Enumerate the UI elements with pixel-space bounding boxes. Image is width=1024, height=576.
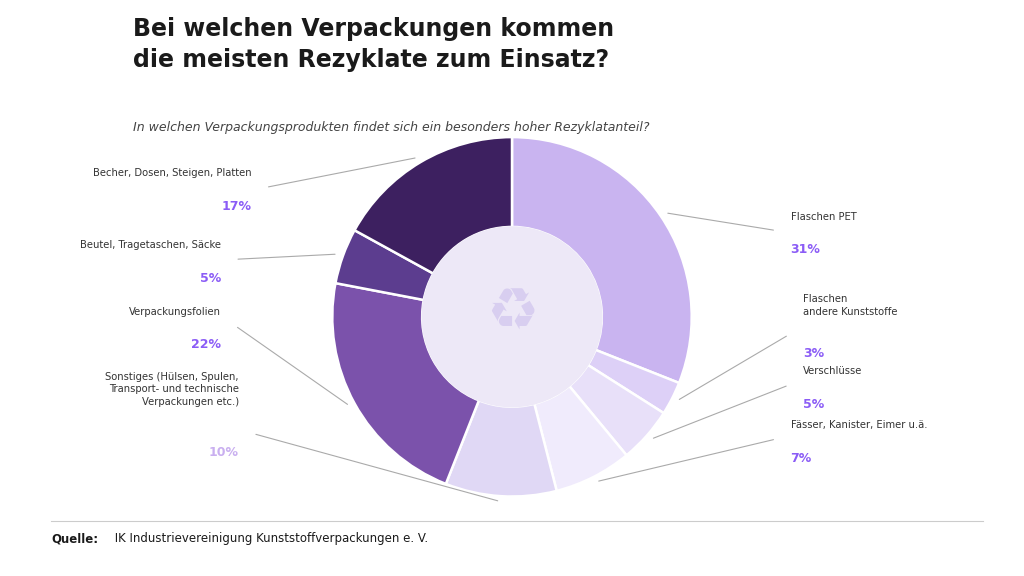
Wedge shape [333, 283, 479, 484]
Text: ♻: ♻ [485, 285, 539, 342]
Text: 5%: 5% [803, 397, 824, 411]
Text: Bei welchen Verpackungen kommen
die meisten Rezyklate zum Einsatz?: Bei welchen Verpackungen kommen die meis… [133, 17, 614, 72]
Text: 3%: 3% [803, 347, 824, 361]
Wedge shape [569, 365, 664, 455]
Wedge shape [535, 386, 627, 491]
Text: Sonstiges (Hülsen, Spulen,
Transport- und technische
Verpackungen etc.): Sonstiges (Hülsen, Spulen, Transport- un… [105, 372, 239, 407]
Text: Flaschen PET: Flaschen PET [791, 211, 856, 222]
Text: 10%: 10% [209, 446, 239, 459]
Text: Fässer, Kanister, Eimer u.ä.: Fässer, Kanister, Eimer u.ä. [791, 420, 927, 430]
Wedge shape [588, 350, 679, 413]
Text: Quelle:: Quelle: [51, 532, 98, 545]
Circle shape [422, 227, 602, 407]
Text: 17%: 17% [221, 200, 252, 213]
Text: IK Industrievereinigung Kunststoffverpackungen e. V.: IK Industrievereinigung Kunststoffverpac… [111, 532, 428, 545]
Text: Becher, Dosen, Steigen, Platten: Becher, Dosen, Steigen, Platten [93, 168, 252, 179]
Wedge shape [512, 137, 691, 383]
Text: In welchen Verpackungsprodukten findet sich ein besonders hoher Rezyklatanteil?: In welchen Verpackungsprodukten findet s… [133, 121, 649, 134]
Text: 5%: 5% [200, 272, 221, 285]
Text: Beutel, Tragetaschen, Säcke: Beutel, Tragetaschen, Säcke [80, 240, 221, 251]
Text: Flaschen
andere Kunststoffe: Flaschen andere Kunststoffe [803, 294, 898, 317]
Text: Verschlüsse: Verschlüsse [803, 366, 862, 376]
Text: 31%: 31% [791, 243, 820, 256]
Text: palamo: palamo [799, 66, 886, 86]
Text: Verpackungsfolien: Verpackungsfolien [129, 307, 221, 317]
Wedge shape [336, 230, 433, 300]
Text: 7%: 7% [791, 452, 812, 465]
Wedge shape [354, 137, 512, 274]
Text: 22%: 22% [190, 338, 221, 351]
Wedge shape [445, 400, 557, 497]
